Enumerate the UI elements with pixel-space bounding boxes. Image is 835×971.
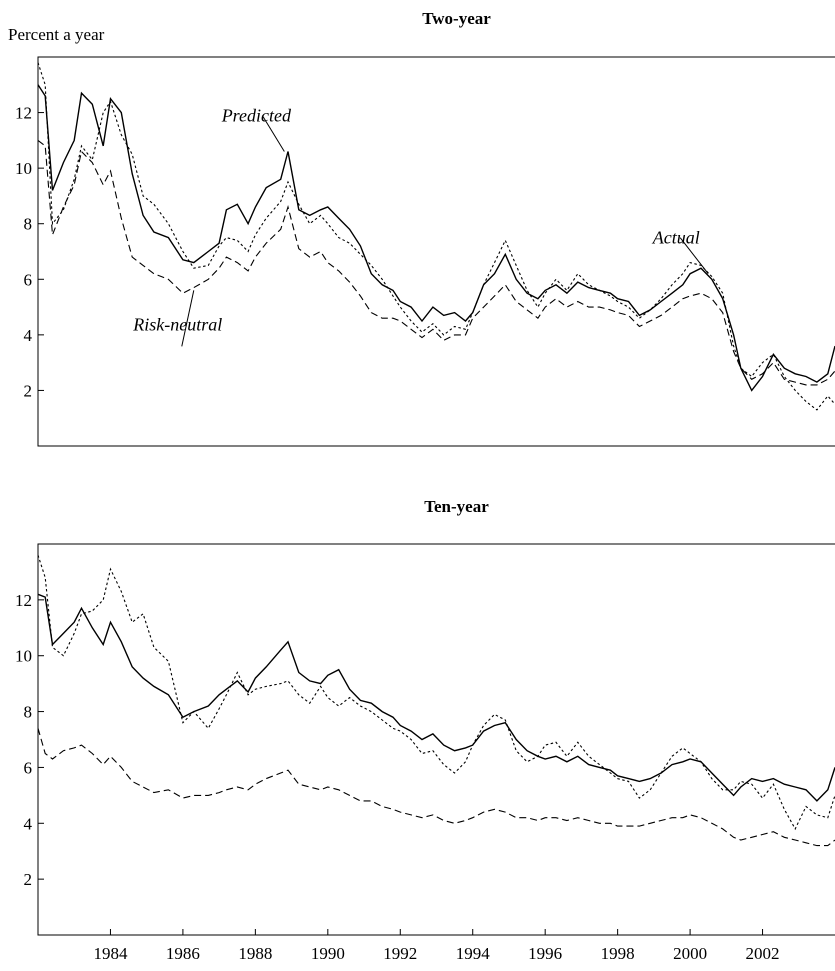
two-year-y-tick-label: 2 <box>24 381 33 400</box>
ten-year-x-tick-label: 1994 <box>456 944 491 963</box>
two-year-series-actual <box>37 62 835 411</box>
two-year-series-predicted <box>37 84 835 392</box>
two-year-y-tick-label: 10 <box>15 159 32 178</box>
two-year-annotation-actual: Actual <box>652 228 700 248</box>
ten-year-x-tick-label: 2002 <box>746 944 780 963</box>
ten-year-y-tick-label: 6 <box>24 758 33 777</box>
ten-year-x-tick-label: 1986 <box>166 944 200 963</box>
two-year-annotation-leader <box>261 115 285 152</box>
ten-year-x-tick-label: 1996 <box>528 944 562 963</box>
ten-year-x-tick-label: 1984 <box>93 944 128 963</box>
y-axis-unit-label: Percent a year <box>8 25 105 44</box>
ten-year-y-tick-label: 2 <box>24 870 33 889</box>
two-year-annotation-risk-neutral: Risk-neutral <box>132 314 222 334</box>
two-year-panel: Two-year 2 4 6 8 10 12 Predicted Actual Risk-neut… <box>15 9 835 447</box>
ten-year-y-tick-label: 10 <box>15 647 32 666</box>
ten-year-plot-frame <box>37 543 835 936</box>
ten-year-y-tick-label: 12 <box>15 591 32 610</box>
two-year-annotation-predicted: Predicted <box>221 105 292 125</box>
ten-year-series-predicted <box>37 593 835 802</box>
two-year-y-tick-label: 8 <box>24 215 33 234</box>
ten-year-x-tick-label: 1988 <box>238 944 272 963</box>
two-year-plot-frame <box>37 56 835 447</box>
ten-year-series-actual <box>37 555 835 831</box>
ten-year-x-tick-label: 1992 <box>383 944 417 963</box>
two-year-annotation-leader <box>679 237 709 275</box>
two-year-annotation-leader <box>181 290 195 347</box>
two-year-series-risk-neutral <box>37 139 835 386</box>
ten-year-x-tick-label: 1990 <box>311 944 345 963</box>
ten-year-chart-title: Ten-year <box>424 497 489 516</box>
ten-year-series-risk-neutral <box>37 728 835 847</box>
ten-year-x-tick-label: 2000 <box>673 944 707 963</box>
ten-year-y-tick-label: 4 <box>24 814 33 833</box>
ten-year-x-tick-label: 1998 <box>601 944 635 963</box>
ten-year-panel: Ten-year 2 4 6 8 10 12 1984 1986 1988 1990 1992 1994… <box>15 497 835 963</box>
two-year-chart-title: Two-year <box>422 9 491 28</box>
two-year-y-tick-label: 12 <box>15 104 32 123</box>
two-year-y-tick-label: 4 <box>24 326 33 345</box>
ten-year-y-tick-label: 8 <box>24 703 33 722</box>
two-year-y-tick-label: 6 <box>24 270 33 289</box>
